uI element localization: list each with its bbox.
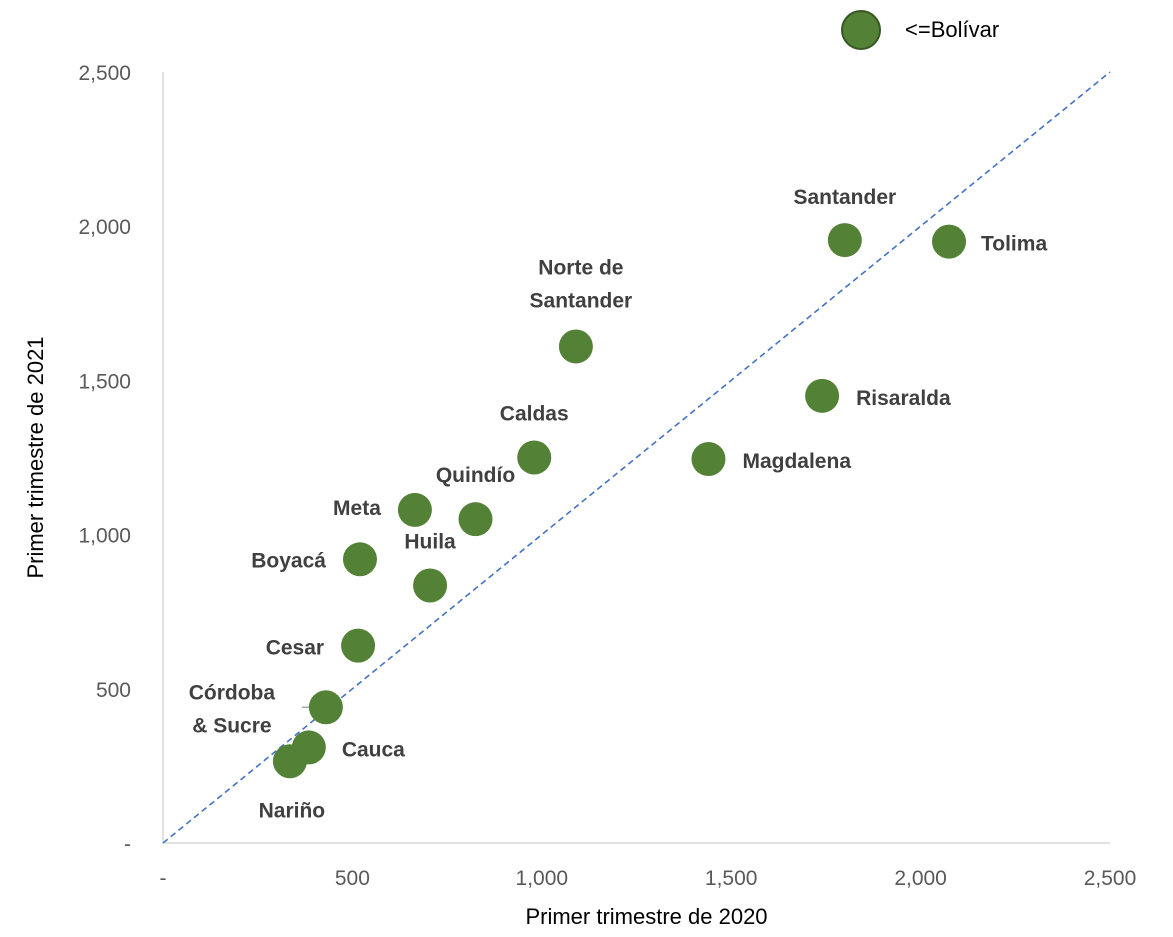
legend-label: <=Bolívar	[905, 17, 999, 42]
data-label: Santander	[793, 186, 896, 209]
y-tick-label: -	[124, 833, 131, 856]
data-point	[517, 440, 552, 475]
data-label: Nariño	[259, 799, 326, 822]
x-axis-title: Primer trimestre de 2020	[525, 904, 767, 929]
x-tick-labels: - 500 1,000 1,500 2,000 2,500	[160, 867, 1137, 890]
data-label: Cauca	[342, 738, 405, 761]
data-label: Córdoba & Sucre	[189, 681, 276, 737]
data-label: Risaralda	[856, 387, 951, 410]
data-label: Cesar	[266, 637, 324, 660]
data-point	[342, 542, 377, 577]
y-tick-label: 2,500	[78, 62, 131, 85]
data-point	[413, 568, 448, 603]
x-tick-label: 2,000	[894, 867, 947, 890]
legend: <=Bolívar	[841, 10, 999, 50]
data-point	[558, 329, 593, 364]
y-tick-label: 500	[96, 679, 131, 702]
data-point	[827, 223, 862, 258]
x-tick-label: -	[160, 867, 167, 890]
data-markers	[272, 223, 967, 779]
x-tick-label: 2,500	[1084, 867, 1137, 890]
y-tick-label: 1,500	[78, 370, 131, 393]
data-label: Huila	[404, 530, 456, 553]
data-point	[458, 502, 493, 537]
legend-marker	[841, 10, 881, 50]
data-label: Tolima	[981, 233, 1047, 256]
data-point	[341, 628, 376, 663]
data-label: Magdalena	[742, 450, 851, 473]
data-label: Meta	[333, 497, 381, 520]
data-point	[308, 690, 343, 725]
y-axis-title: Primer trimestre de 2021	[23, 336, 48, 578]
data-point	[397, 492, 432, 527]
plot-area: - 500 1,000 1,500 2,000 2,500 - 500 1,000 1,500 2…	[78, 62, 1136, 890]
reference-line	[162, 71, 1111, 844]
x-tick-label: 1,000	[516, 867, 569, 890]
data-point	[805, 378, 840, 413]
x-tick-label: 500	[335, 867, 370, 890]
data-labels: Santander Tolima Norte de Santander Risarald…	[189, 186, 1048, 822]
data-point	[272, 744, 307, 779]
data-label: Caldas	[500, 403, 569, 426]
data-point	[932, 224, 967, 259]
data-label: Quindío	[436, 464, 515, 487]
y-tick-label: 2,000	[78, 216, 131, 239]
y-tick-label: 1,000	[78, 525, 131, 548]
x-tick-label: 1,500	[705, 867, 758, 890]
data-label: Norte de Santander	[530, 256, 633, 312]
y-tick-labels: - 500 1,000 1,500 2,000 2,500	[78, 62, 131, 856]
data-point	[691, 442, 726, 477]
data-label: Boyacá	[251, 549, 326, 572]
